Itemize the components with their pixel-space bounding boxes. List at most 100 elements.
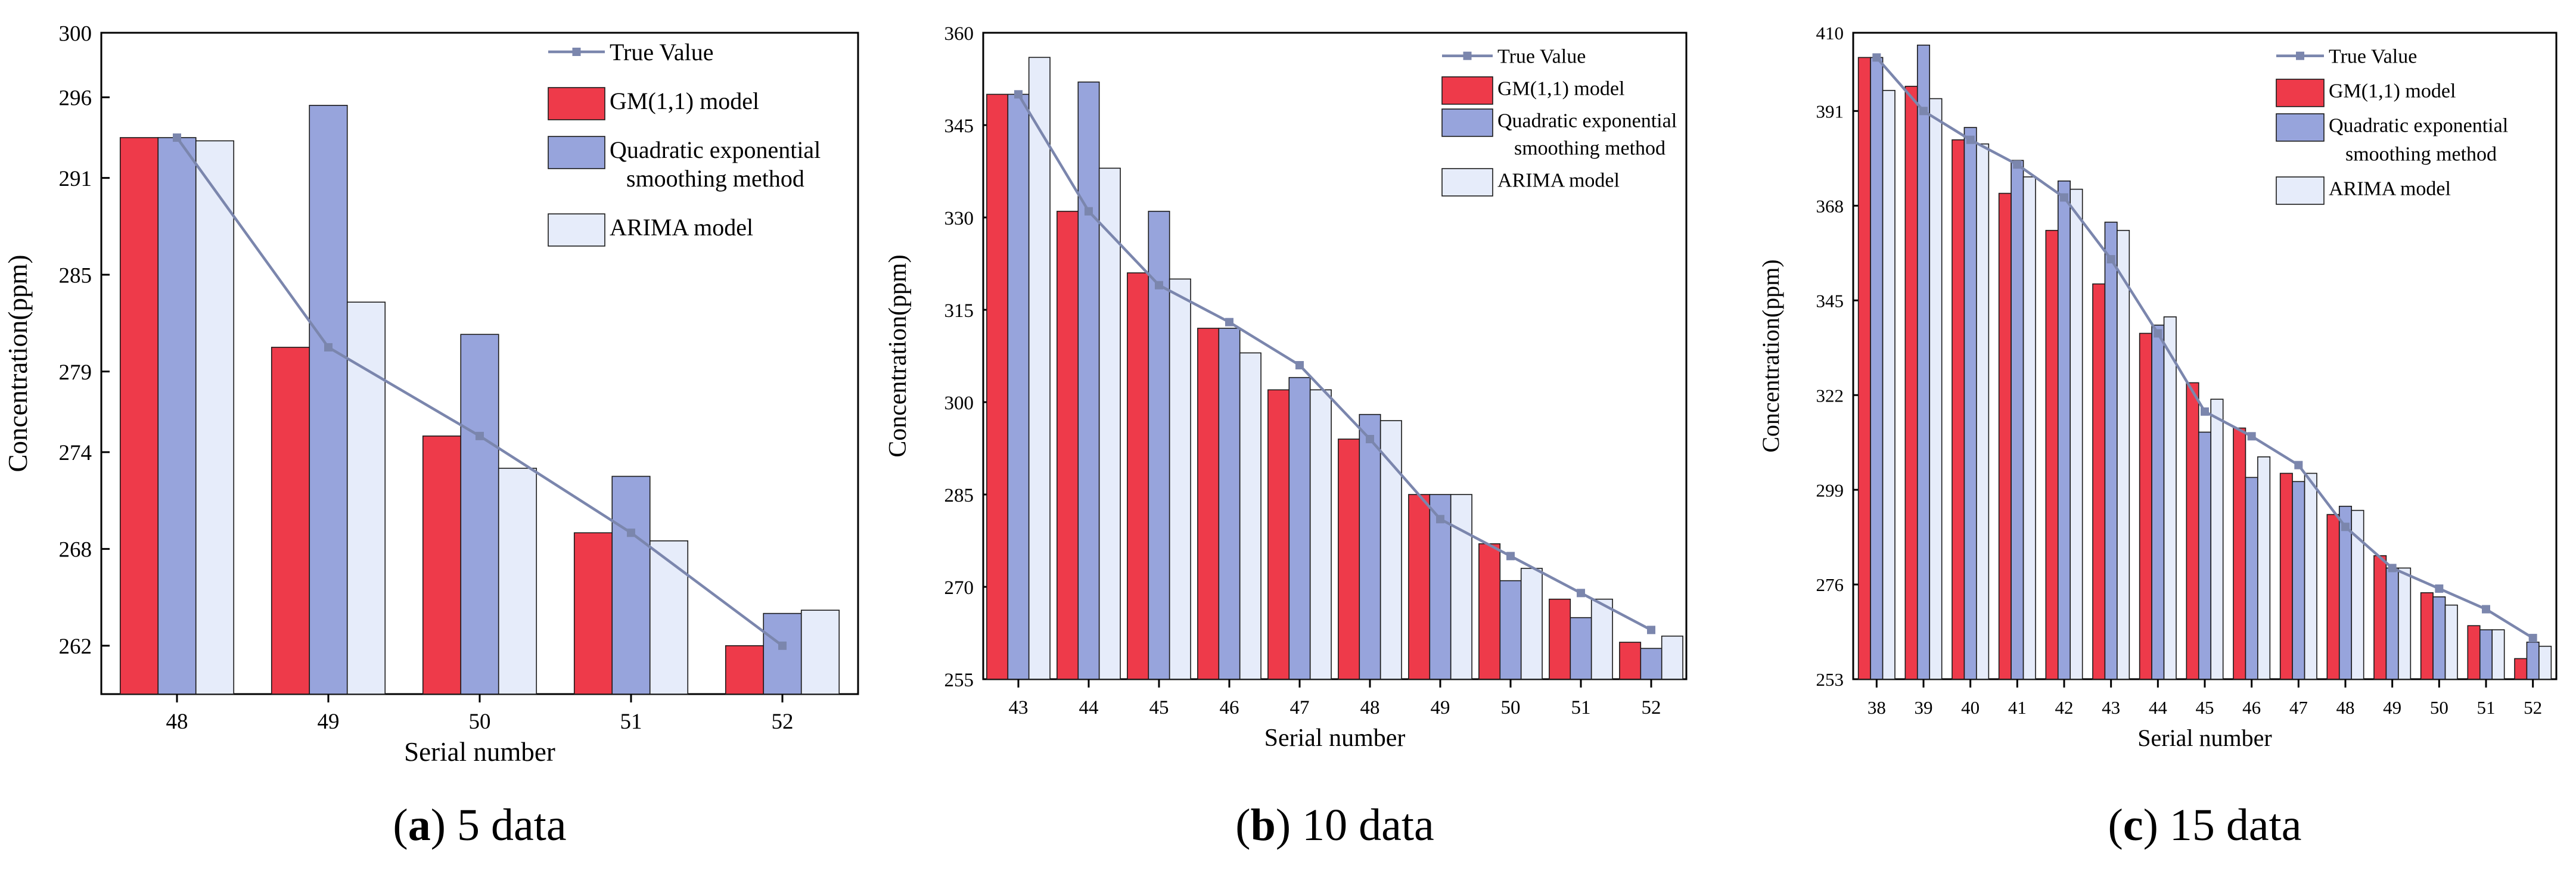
bar-arima [1590,598,1613,680]
true-value-marker [2294,461,2303,469]
bar-gm [1478,543,1501,680]
bar-arima [498,468,537,695]
bar-arima [649,540,689,695]
true-value-marker [2060,193,2068,202]
y-tick-label: 268 [59,538,92,562]
y-tick-label: 276 [1816,574,1844,595]
legend-label-qes-line1: Quadratic exponential [2329,115,2508,137]
bar-qes [2057,180,2071,680]
bar-qes [1916,44,1931,680]
y-tick-label: 330 [944,208,974,229]
true-value-marker [1366,435,1374,443]
legend-swatch-gm [2276,79,2325,107]
bar-gm [2326,514,2340,680]
bar-gm [1904,86,1918,680]
bar-qes [1288,377,1311,680]
legend-label-true-value: True Value [1497,46,1586,68]
true-value-marker [1647,626,1655,635]
true-value-marker [2201,407,2209,416]
bar-gm [1952,139,1965,680]
true-value-marker [2154,329,2162,338]
bar-qes [2198,431,2212,680]
bar-qes [2479,629,2493,680]
x-tick-label: 41 [2008,697,2027,718]
bar-gm [119,137,159,695]
bar-qes [1640,648,1663,680]
x-tick-label: 51 [2477,697,2496,718]
bar-qes [611,475,651,695]
legend-label-true-value: True Value [2329,46,2417,68]
x-axis-label: Serial number [404,737,555,767]
legend-label-true-value: True Value [610,39,713,66]
x-tick-label: 50 [1501,697,1521,719]
true-value-marker [2528,633,2537,642]
legend-swatch-arima [1441,168,1493,197]
true-value-marker [627,528,635,537]
x-tick-label: 43 [1009,697,1028,719]
bar-qes [1870,57,1884,680]
caption-text: ) 5 data [431,800,567,850]
bar-arima [1976,143,1990,680]
y-tick-label: 360 [944,23,974,45]
y-tick-label: 274 [59,441,92,465]
bar-arima [1661,635,1683,680]
bar-qes [1963,127,1977,680]
y-tick-label: 279 [59,360,92,385]
legend-label-qes-line2: smoothing method [626,165,804,192]
true-value-marker [1577,589,1585,598]
bar-arima [1169,278,1191,680]
legend-swatch-arima [548,213,605,247]
legend-label-arima: ARIMA model [2329,178,2451,200]
bar-arima [1098,167,1121,680]
legend-swatch-gm [1441,76,1493,105]
x-tick-label: 40 [1961,697,1980,718]
x-tick-label: 45 [1149,697,1169,719]
bar-gm [1338,438,1360,680]
legend-swatch-qes [2276,113,2325,142]
y-tick-label: 262 [59,635,92,659]
x-tick-label: 51 [1571,697,1591,719]
caption-text: ) 10 data [1276,800,1434,850]
caption-open-paren: ( [393,800,408,850]
legend-label-gm: GM(1,1) model [1497,78,1624,100]
chart-panel-b: 255 270 285 300 315 330 345 360 43 44 45 46 47 48 49 50… [884,23,1688,850]
bar-gm [1056,210,1079,680]
true-value-marker [2013,160,2022,169]
bar-arima [2538,645,2552,680]
true-value-marker [173,133,181,142]
bar-gm [2139,332,2152,680]
caption-letter: b [1251,800,1276,850]
bar-qes [1007,94,1030,680]
caption-text: ) 15 data [2143,800,2302,850]
y-axis-label: Concentration(ppm) [884,254,912,458]
bar-arima [2398,567,2412,680]
bar-arima [2444,604,2458,680]
true-value-line [1017,94,1652,632]
x-tick-label: 39 [1915,697,1933,718]
true-value-marker [778,641,787,650]
caption-open-paren: ( [2108,800,2123,850]
bar-qes [2011,160,2024,680]
y-axis-label: Concentration(ppm) [1757,259,1784,452]
x-axis-label: Serial number [1264,724,1406,752]
y-tick-label: 345 [1816,290,1844,311]
legend-marker-swatch [1463,51,1472,60]
y-tick-label: 291 [59,167,92,191]
bar-gm [2186,382,2199,680]
bar-qes [1570,617,1592,680]
bar-gm [1619,642,1642,680]
bar-qes [2104,222,2118,680]
legend-label-qes-line1: Quadratic exponential [610,136,821,163]
bar-arima [1028,57,1051,680]
caption-open-paren: ( [1235,800,1250,850]
bar-arima [1309,389,1332,680]
true-value-marker [2388,564,2397,573]
y-tick-label: 285 [59,263,92,288]
bar-arima [2210,399,2224,680]
bar-arima [2022,176,2036,680]
bar-arima [1929,98,1943,680]
x-tick-label: 49 [318,710,340,734]
y-tick-label: 345 [944,116,974,137]
bar-qes [1499,580,1522,680]
true-value-marker [2247,432,2256,441]
